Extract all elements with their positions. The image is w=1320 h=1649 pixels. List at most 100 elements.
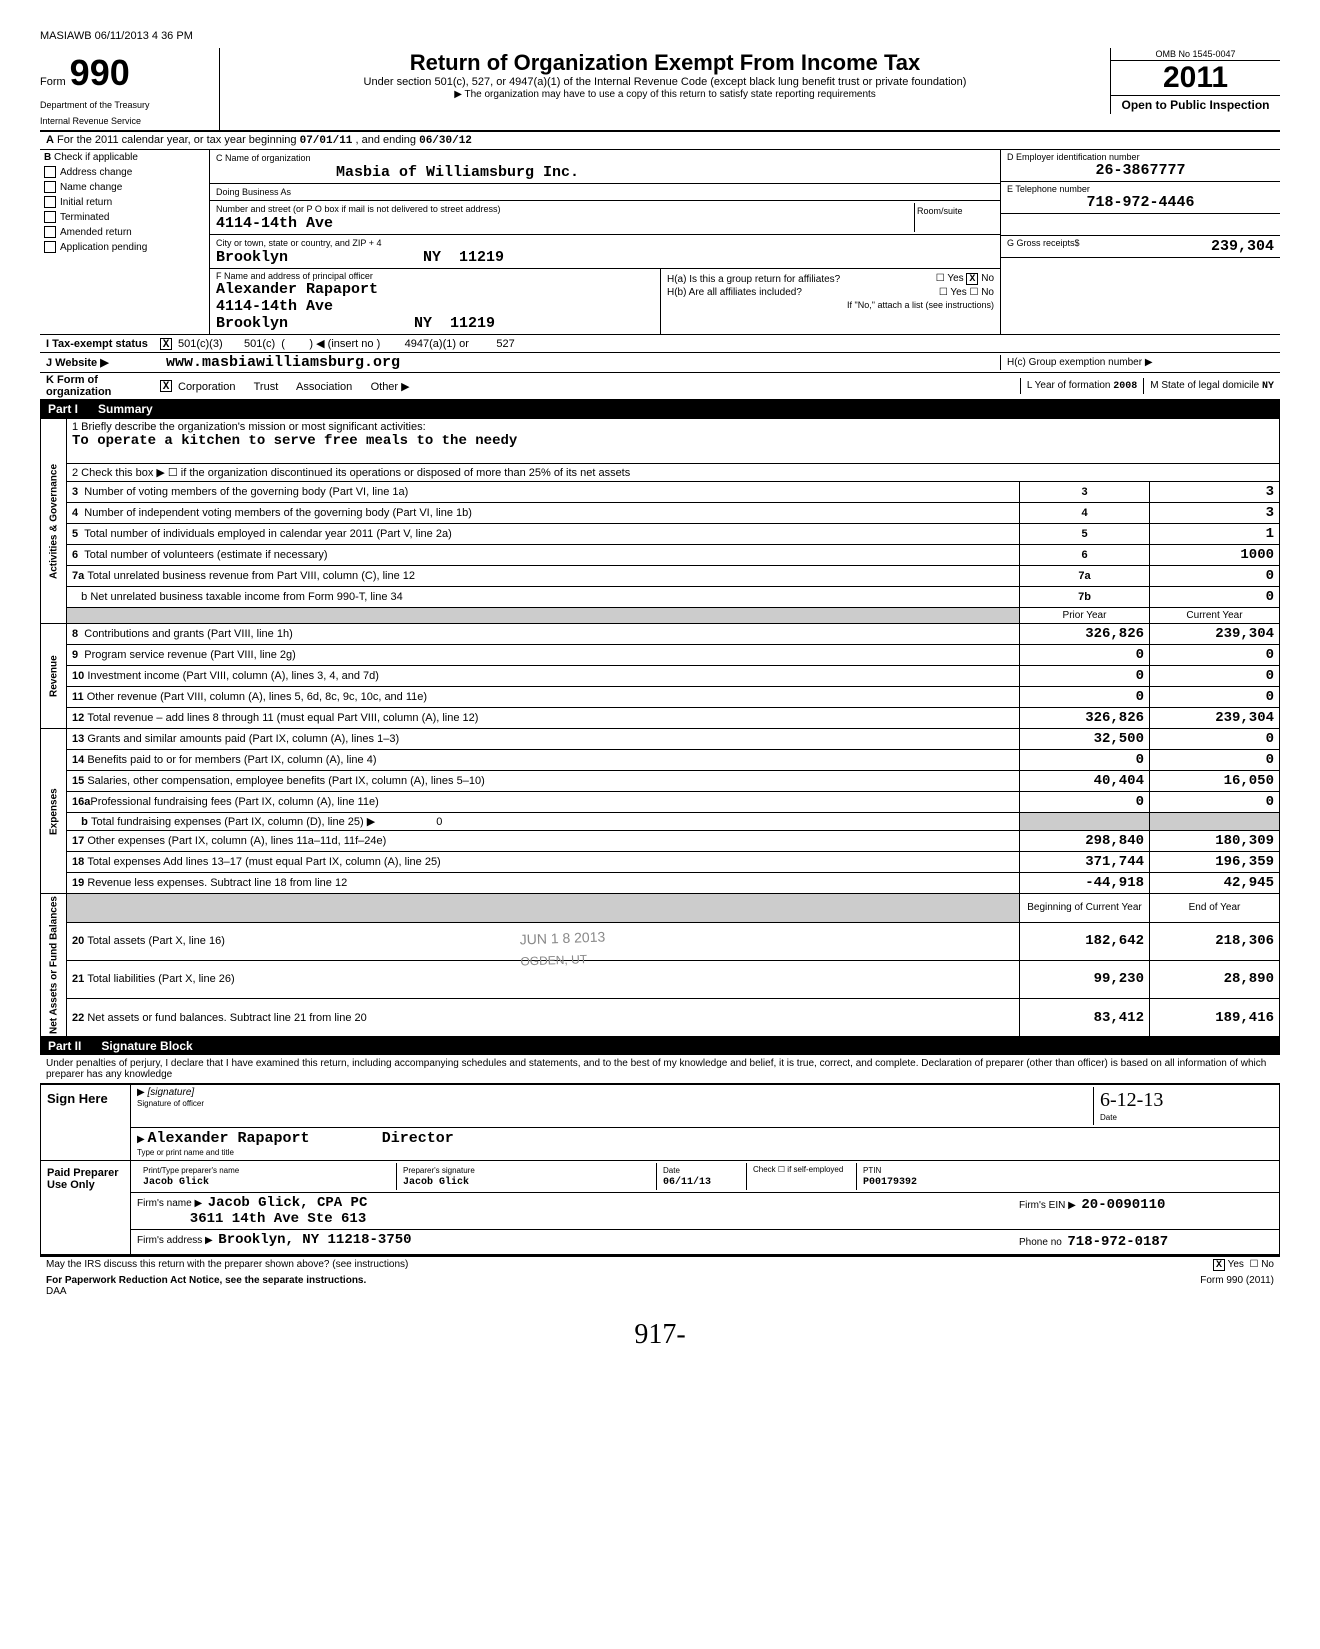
side-rev: Revenue [41,624,67,729]
row-box: 7a [1020,566,1150,587]
firm-city: Brooklyn, NY 11218-3750 [218,1232,411,1248]
row-text: Revenue less expenses. Subtract line 18 … [87,877,347,889]
signature-block: Sign Here ▶ [signature]Signature of offi… [40,1084,1280,1256]
dept: Department of the Treasury [40,100,209,110]
stamp-loc: OGDEN, UT [520,952,587,968]
chk-pending[interactable] [44,241,56,253]
firm-label: Firm's name ▶ [137,1198,202,1209]
prep-sig: Jacob Glick [403,1177,469,1188]
pdate-label: Date [663,1166,680,1175]
row-text: Total expenses Add lines 13–17 (must equ… [87,856,440,868]
part-title: Summary [98,402,153,416]
check-header: Check if applicable [54,152,138,163]
line2: 2 Check this box ▶ ☐ if the organization… [67,464,1280,482]
chk-label: Initial return [60,197,112,208]
row-num: 7a [72,570,84,582]
current: 28,890 [1150,960,1280,998]
domicile: NY [1262,381,1274,392]
row-text: Number of voting members of the governin… [84,486,408,498]
type-label: Type or print name and title [137,1148,234,1157]
line-i-label: I Tax-exempt status [40,337,160,351]
current: 180,309 [1150,831,1280,852]
row-box: 3 [1020,482,1150,503]
handwritten: 917- [634,1319,685,1350]
line1-text: 1 Briefly describe the organization's mi… [72,421,426,433]
form-number: 990 [70,52,130,94]
gross-receipts: 239,304 [1080,238,1274,255]
chk-terminated[interactable] [44,211,56,223]
prep-name-label: Print/Type preparer's name [143,1166,239,1175]
row-num: 21 [72,973,84,985]
501c3-check[interactable]: X [160,338,172,350]
prep-date: 06/11/13 [663,1177,711,1188]
ptin: P00179392 [863,1177,917,1188]
current: 0 [1150,792,1280,813]
chk-label: Amended return [60,227,132,238]
prior: 0 [1020,792,1150,813]
part-title: Signature Block [101,1039,192,1053]
row-num: 19 [72,877,84,889]
row-text: Total assets (Part X, line 16) [87,935,225,947]
row-num: 5 [72,528,78,540]
chk-name[interactable] [44,181,56,193]
subtitle-2: ▶ The organization may have to use a cop… [228,89,1102,100]
form-footer: Form 990 (2011) [1200,1275,1274,1297]
part-2-header: Part II Signature Block [40,1037,1280,1055]
sign-here: Sign Here [41,1085,131,1160]
current: 0 [1150,687,1280,708]
current: 189,416 [1150,998,1280,1036]
row-text: Other revenue (Part VIII, column (A), li… [87,691,427,703]
side-gov: Activities & Governance [41,419,67,624]
prior: 32,500 [1020,729,1150,750]
prior-hdr: Prior Year [1020,608,1150,624]
row-num: 11 [72,691,84,703]
corp-check[interactable]: X [160,380,172,392]
row-text: Number of independent voting members of … [84,507,472,519]
prior: 182,642 [1020,922,1150,960]
phone-label: E Telephone number [1007,184,1274,194]
chk-initial[interactable] [44,196,56,208]
prior: 0 [1020,645,1150,666]
row-text: Program service revenue (Part VIII, line… [84,649,296,661]
prior: 40,404 [1020,771,1150,792]
tax-year-begin: 07/01/11 [300,135,353,147]
year-formation-label: L Year of formation [1027,380,1111,391]
prior: 326,826 [1020,708,1150,729]
ptin-label: PTIN [863,1166,881,1175]
discuss-yes[interactable]: X [1213,1259,1225,1271]
chk-address[interactable] [44,166,56,178]
current: 0 [1150,666,1280,687]
year-formation: 2008 [1113,381,1137,392]
received-stamp: JUN 1 8 2013 OGDEN, UT [519,926,606,971]
row-val: 0 [1150,587,1280,608]
org-addr: 4114-14th Ave [216,215,333,232]
hc-label: H(c) Group exemption number ▶ [1000,355,1280,370]
discuss-text: May the IRS discuss this return with the… [46,1259,408,1271]
current: 196,359 [1150,852,1280,873]
row-num: b [81,816,88,828]
chk-amended[interactable] [44,226,56,238]
ha-no[interactable]: X [966,273,978,285]
form-header: Form 990 Department of the Treasury Inte… [40,48,1280,132]
irs: Internal Revenue Service [40,116,209,126]
self-label: Check ☐ if self-employed [747,1163,857,1190]
prior: 0 [1020,687,1150,708]
part-num: Part II [48,1039,81,1053]
mission: To operate a kitchen to serve free meals… [72,433,517,449]
org-city: Brooklyn NY 11219 [216,249,504,266]
side-net: Net Assets or Fund Balances [41,894,67,1037]
row-num: 9 [72,649,78,661]
addr-label: Number and street (or P O box if mail is… [216,204,500,214]
prior: 298,840 [1020,831,1150,852]
row-text: Total liabilities (Part X, line 26) [87,973,234,985]
current: 239,304 [1150,708,1280,729]
phone: 718-972-4446 [1007,194,1274,211]
firm-addr-label: Firm's address ▶ [137,1235,213,1246]
row-num: 8 [72,628,78,640]
tax-year: 2011 [1111,61,1280,96]
city-label: City or town, state or country, and ZIP … [216,238,382,248]
row-val: 3 [1150,503,1280,524]
dba-label: Doing Business As [216,187,291,197]
tax-status-opts: 501(c)(3) 501(c) ( ) ◀ (insert no ) 4947… [172,336,1280,351]
prior: 0 [1020,666,1150,687]
